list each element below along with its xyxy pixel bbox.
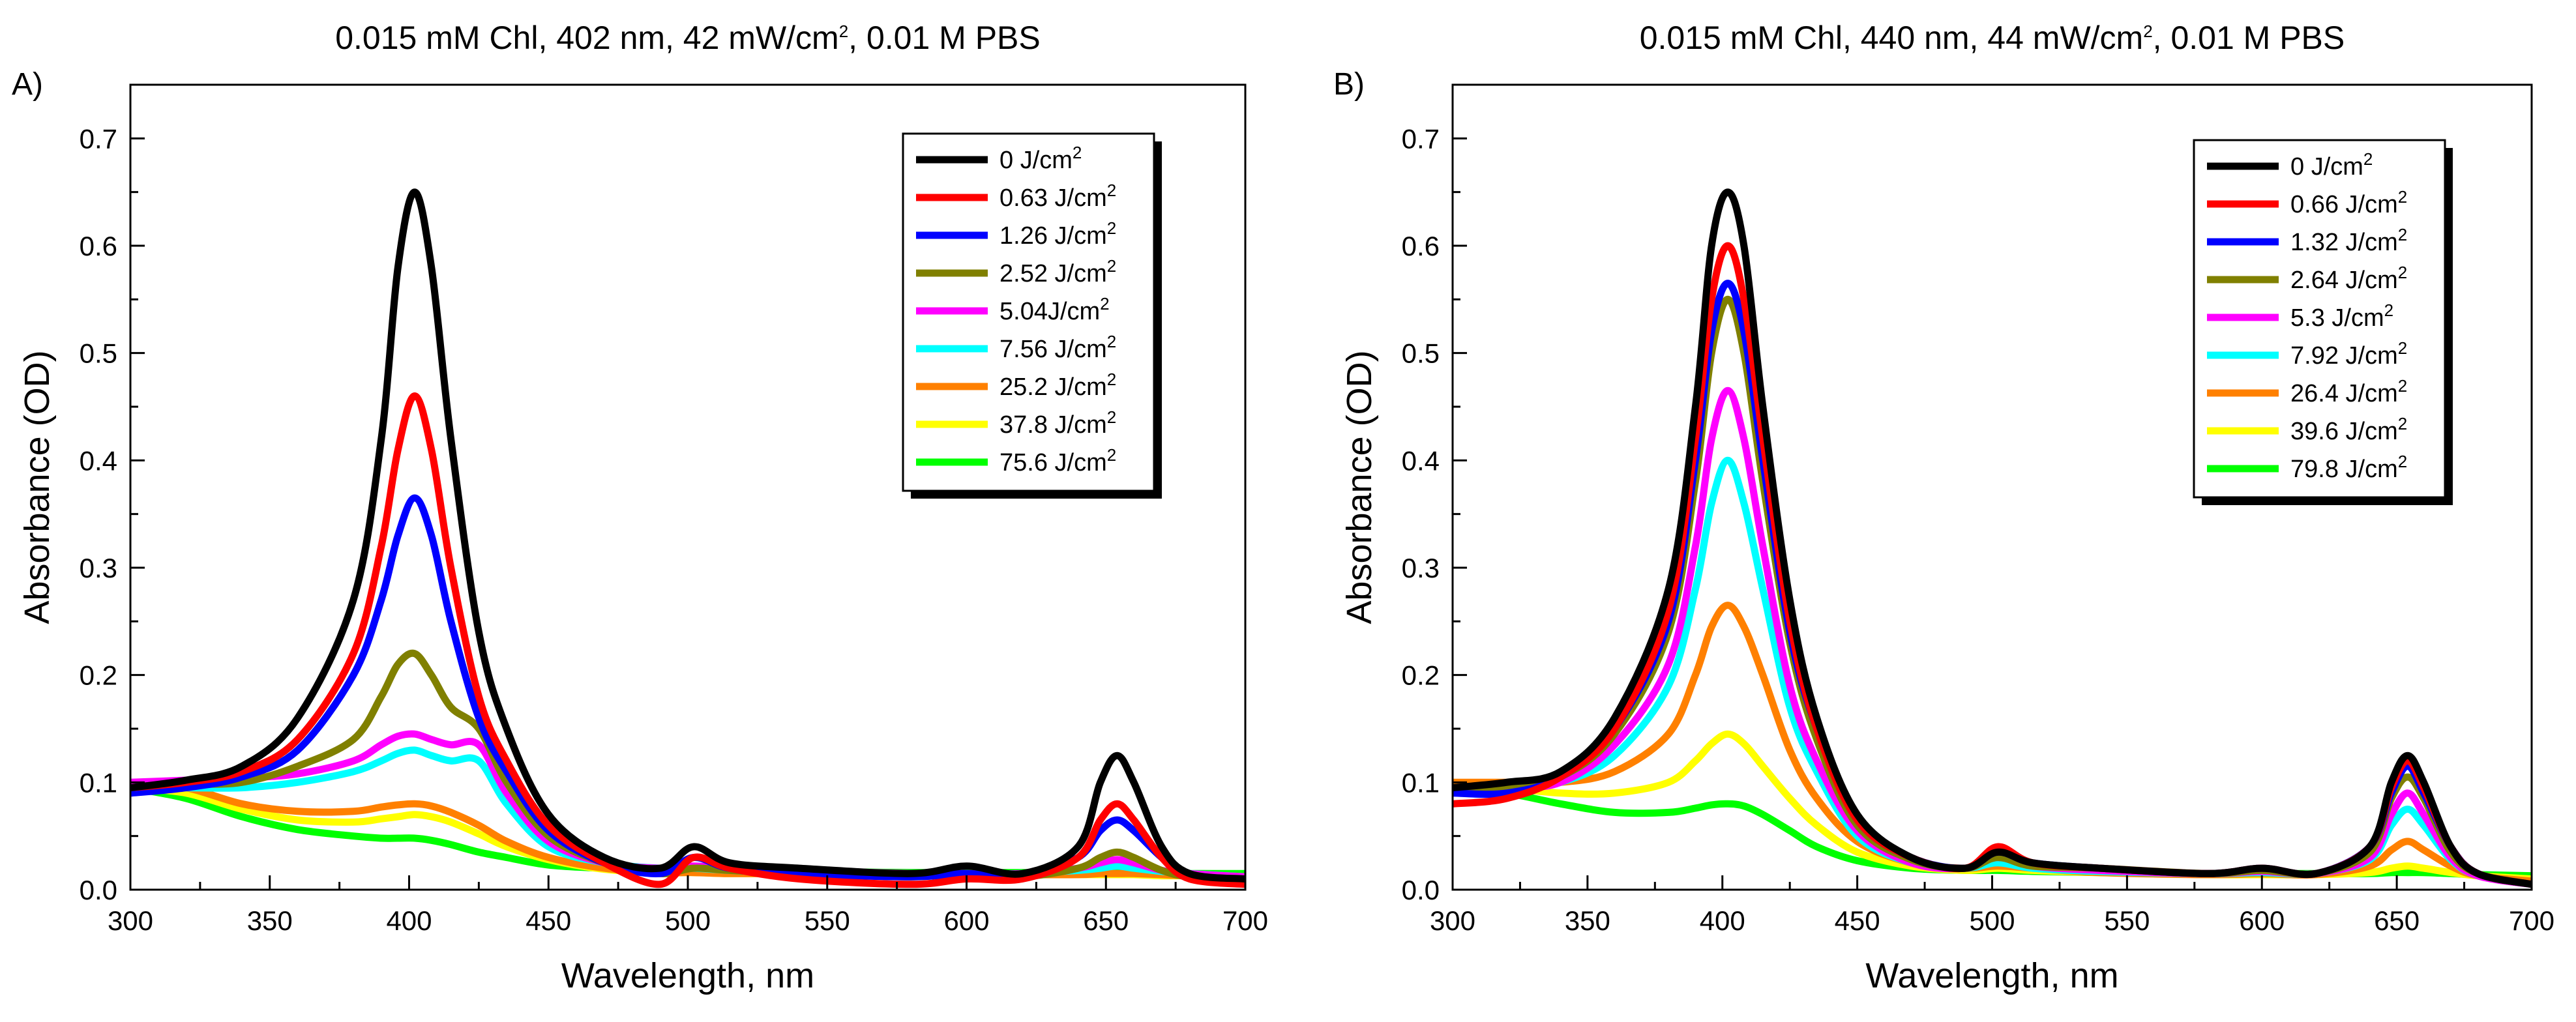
- panel-a-y-tick-label: 0.3: [80, 553, 117, 583]
- panel-b-y-tick-label: 0.6: [1402, 231, 1440, 261]
- panel-b-legend-entry-4: 5.3 J/cm2: [2290, 300, 2393, 332]
- panel-b-x-tick-label: 550: [2104, 905, 2150, 936]
- panel-a-legend-entry-2: 1.26 J/cm2: [999, 218, 1116, 250]
- panel-a-y-tick-label: 0.5: [80, 338, 117, 369]
- panel-a-x-tick-label: 350: [247, 905, 293, 936]
- panel-b-x-tick-label: 650: [2374, 905, 2420, 936]
- panel-b-x-tick-label: 450: [1835, 905, 1880, 936]
- panel-a-series-line-0: [130, 188, 1245, 883]
- panel-b-y-tick-label: 0.0: [1402, 875, 1440, 905]
- panel-a-legend-entry-7: 37.8 J/cm2: [999, 407, 1116, 439]
- panel-b-legend-entry-0: 0 J/cm2: [2290, 149, 2373, 181]
- panel-b-series-line-0: [1453, 188, 2532, 888]
- panel-a-legend-entry-4: 5.04J/cm2: [999, 294, 1110, 325]
- panel-b-y-axis-label: Absorbance (OD): [1340, 350, 1379, 624]
- panel-a-x-tick-label: 400: [386, 905, 432, 936]
- panel-a-x-tick-label: 450: [526, 905, 571, 936]
- panel-b-letter: B): [1333, 67, 1365, 102]
- panel-a-y-axis-label: Absorbance (OD): [18, 350, 57, 624]
- panel-a-y-tick-label: 0.6: [80, 231, 117, 261]
- panel-b-legend-entry-5: 7.92 J/cm2: [2290, 338, 2407, 370]
- panel-b-title: 0.015 mM Chl, 440 nm, 44 mW/cm2, 0.01 M …: [1640, 20, 2345, 56]
- panel-a-y-tick-label: 0.7: [80, 123, 117, 154]
- panel-b-x-tick-label: 700: [2509, 905, 2554, 936]
- panel-a-legend-entry-6: 25.2 J/cm2: [999, 370, 1116, 401]
- panel-b: B) 0.015 mM Chl, 440 nm, 44 mW/cm2, 0.01 …: [1333, 20, 2554, 995]
- panel-a-x-tick-label: 300: [108, 905, 153, 936]
- panel-a-y-tick-label: 0.2: [80, 660, 117, 691]
- panel-a-y-tick-label: 0.0: [80, 875, 117, 905]
- panel-b-y-tick-label: 0.7: [1402, 123, 1440, 154]
- panel-a-y-tick-label: 0.1: [80, 767, 117, 798]
- panel-b-y-tick-label: 0.2: [1402, 660, 1440, 691]
- panel-a-title: 0.015 mM Chl, 402 nm, 42 mW/cm2, 0.01 M …: [335, 20, 1041, 56]
- panel-b-y-tick-label: 0.3: [1402, 553, 1440, 583]
- panel-b-legend-entry-3: 2.64 J/cm2: [2290, 263, 2407, 294]
- panel-b-legend: 0 J/cm2 0.66 J/cm2 1.32 J/cm2 2.64 J/cm2 5.3…: [2193, 139, 2453, 505]
- panel-a-x-tick-label: 500: [665, 905, 711, 936]
- panel-a-legend-entry-8: 75.6 J/cm2: [999, 445, 1116, 476]
- panel-a-legend-entry-5: 7.56 J/cm2: [999, 332, 1116, 363]
- panel-b-x-tick-label: 400: [1700, 905, 1745, 936]
- panel-b-y-tick-label: 0.5: [1402, 338, 1440, 369]
- panel-a: A) 0.015 mM Chl, 402 nm, 42 mW/cm2, 0.01 …: [12, 20, 1268, 995]
- panel-a-legend-entry-0: 0 J/cm2: [999, 143, 1082, 174]
- panel-b-x-tick-label: 500: [1969, 905, 2015, 936]
- panel-a-x-tick-label: 550: [805, 905, 850, 936]
- panel-a-legend-entry-1: 0.63 J/cm2: [999, 181, 1116, 212]
- panel-a-series: [130, 188, 1245, 888]
- panel-b-legend-entry-1: 0.66 J/cm2: [2290, 187, 2407, 218]
- panel-a-letter: A): [12, 67, 43, 102]
- panel-b-x-tick-label: 600: [2239, 905, 2285, 936]
- panel-a-series-line-1: [130, 392, 1245, 888]
- panel-a-x-tick-label: 600: [943, 905, 989, 936]
- panel-b-legend-entry-7: 39.6 J/cm2: [2290, 414, 2407, 445]
- panel-b-x-tick-label: 350: [1565, 905, 1610, 936]
- panel-a-x-tick-label: 650: [1083, 905, 1129, 936]
- panel-b-x-tick-label: 300: [1430, 905, 1475, 936]
- panel-a-y-tick-label: 0.4: [80, 445, 117, 476]
- panel-a-x-tick-label: 700: [1222, 905, 1268, 936]
- panel-a-legend-entry-3: 2.52 J/cm2: [999, 256, 1116, 287]
- panel-b-y-tick-label: 0.4: [1402, 445, 1440, 476]
- panel-b-legend-entry-6: 26.4 J/cm2: [2290, 376, 2407, 407]
- panel-a-x-axis-label: Wavelength, nm: [561, 956, 814, 995]
- panel-b-legend-entry-2: 1.32 J/cm2: [2290, 225, 2407, 256]
- panel-a-legend: 0 J/cm2 0.63 J/cm2 1.26 J/cm2 2.52 J/cm2 5.0…: [902, 132, 1162, 499]
- panel-b-x-axis-label: Wavelength, nm: [1865, 956, 2118, 995]
- panel-b-series-line-5: [1453, 456, 2532, 888]
- panel-b-y-tick-label: 0.1: [1402, 767, 1440, 798]
- panel-b-legend-entry-8: 79.8 J/cm2: [2290, 452, 2407, 483]
- panel-b-series: [1453, 188, 2532, 888]
